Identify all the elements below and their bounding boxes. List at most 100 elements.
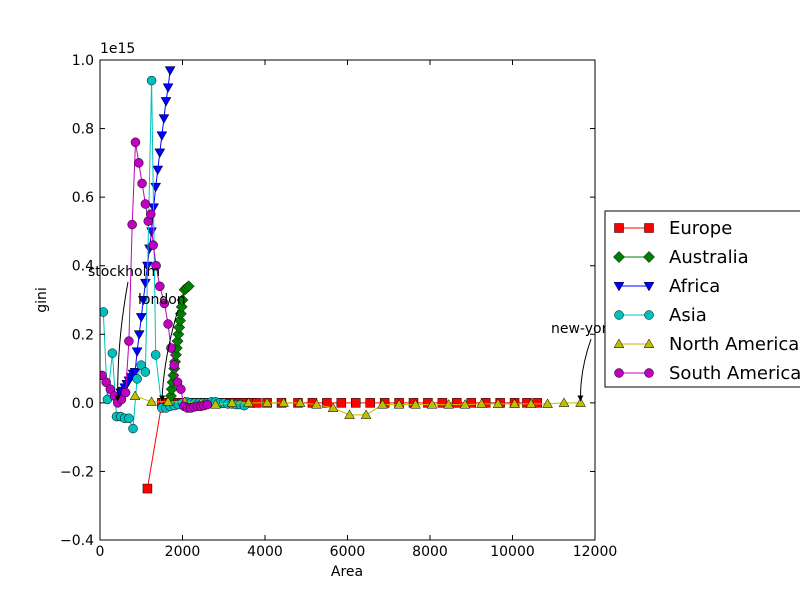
data-point-australia: [165, 383, 178, 396]
data-point-australia: [172, 328, 185, 341]
data-point-europe: [452, 398, 462, 408]
data-point-asia: [150, 350, 161, 360]
data-point-south-america: [151, 260, 161, 271]
data-point-asia: [107, 348, 118, 358]
data-point-africa: [133, 330, 145, 340]
data-point-asia: [128, 423, 138, 434]
series-north-america: [129, 390, 586, 419]
data-point-south-america: [124, 336, 134, 346]
legend-marker: [614, 368, 624, 378]
annotation-london: london: [138, 292, 186, 402]
data-point-asia: [146, 75, 157, 86]
data-point-south-america: [176, 384, 186, 394]
data-point-asia: [136, 360, 146, 370]
legend-marker: [644, 223, 654, 233]
annotation-new-york: new-york: [551, 321, 616, 402]
data-point-north-america: [146, 396, 157, 406]
legend-marker: [613, 338, 625, 348]
data-point-north-america: [243, 397, 254, 407]
data-point-south-america: [145, 209, 156, 220]
y-axis: −0.4 −0.2 0.0 0.2 0.4 0.6 0.8 1.0: [60, 53, 595, 549]
data-point-south-america: [137, 178, 147, 189]
data-point-north-america: [492, 398, 504, 408]
legend-item-asia: Asia: [614, 305, 707, 326]
legend-item-europe: Europe: [614, 218, 732, 239]
annotation-stockholm: stockholm: [88, 264, 160, 402]
y-tick-label: 0.8: [72, 122, 94, 138]
data-point-north-america: [294, 397, 306, 407]
data-point-europe: [142, 483, 153, 494]
annotation-layer: stockholm london new-york: [88, 264, 616, 402]
annotation-label: stockholm: [88, 264, 160, 280]
legend-label: Europe: [669, 218, 732, 239]
data-point-north-america: [558, 397, 570, 407]
y-tick-label: 0.2: [72, 327, 94, 343]
legend-item-africa: Africa: [613, 276, 720, 297]
annotation-arrow: [577, 338, 592, 402]
data-point-europe: [365, 398, 375, 408]
data-point-south-america: [130, 137, 141, 148]
data-point-africa: [135, 313, 147, 323]
y-tick-label: 0.6: [72, 190, 94, 206]
legend-marker: [614, 310, 624, 320]
data-point-south-america: [155, 281, 165, 292]
x-axis-label: Area: [331, 564, 363, 580]
data-point-asia: [132, 374, 142, 384]
legend-marker: [643, 251, 655, 263]
data-point-north-america: [393, 399, 405, 409]
x-tick-label: 10000: [490, 544, 535, 560]
data-point-north-america: [377, 399, 388, 409]
data-point-south-america: [120, 387, 131, 398]
data-point-north-america: [443, 399, 454, 409]
legend-frame: [604, 210, 800, 388]
legend-marker: [613, 282, 625, 292]
data-point-north-america: [261, 397, 273, 407]
legend-label: North America: [669, 334, 799, 355]
data-point-australia: [175, 300, 188, 313]
data-point-north-america: [542, 398, 553, 408]
data-point-north-america: [509, 398, 520, 408]
x-tick-label: 4000: [247, 544, 283, 560]
legend-label: South America: [669, 363, 800, 384]
data-point-south-america: [105, 384, 116, 394]
legend-label: Asia: [669, 305, 707, 326]
x-tick-label: 6000: [330, 544, 366, 560]
y-tick-label: 0.4: [72, 259, 94, 275]
data-point-africa: [156, 131, 168, 141]
annotation-arrow: [159, 309, 179, 402]
legend: Europe Australia Africa Asia North America So…: [604, 210, 800, 388]
data-point-north-america: [459, 399, 471, 409]
data-point-south-america: [100, 370, 107, 381]
data-point-australia: [182, 280, 195, 293]
legend-marker: [613, 251, 625, 263]
x-tick-label: 12000: [573, 544, 618, 560]
y-tick-label: 0.0: [72, 396, 94, 412]
legend-marker: [644, 368, 654, 378]
data-point-north-america: [360, 409, 372, 419]
data-point-north-america: [525, 398, 537, 408]
data-point-south-america: [101, 377, 111, 388]
data-point-south-america: [140, 199, 151, 209]
data-point-australia: [173, 321, 186, 334]
data-point-africa: [131, 347, 143, 357]
data-point-asia: [124, 413, 134, 424]
data-point-australia: [174, 314, 187, 327]
data-point-australia: [176, 294, 189, 306]
x-tick-label: 8000: [412, 544, 448, 560]
data-point-south-america: [134, 158, 144, 168]
x-axis: 0 2000 4000 6000 8000 10000 12000: [96, 60, 618, 560]
y-tick-label: 1.0: [72, 53, 94, 69]
legend-item-australia: Australia: [613, 247, 749, 268]
data-point-south-america: [148, 240, 158, 250]
data-point-north-america: [410, 399, 421, 409]
data-point-north-america: [327, 402, 339, 412]
legend-label: Australia: [669, 247, 749, 268]
data-point-north-america: [278, 397, 289, 407]
legend-marker: [643, 338, 655, 348]
data-point-africa: [160, 97, 172, 107]
series-south-america: [100, 137, 212, 413]
series-australia: [164, 280, 195, 409]
data-point-africa: [129, 368, 141, 378]
data-point-south-america: [163, 319, 173, 329]
data-point-south-america: [202, 399, 212, 410]
